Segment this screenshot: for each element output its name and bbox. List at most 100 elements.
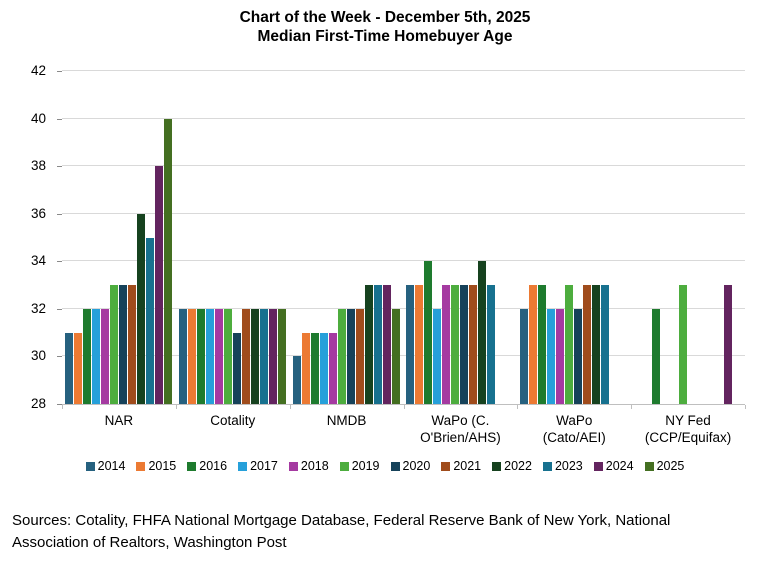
legend-swatch	[136, 461, 146, 471]
bar-2017	[319, 332, 328, 404]
legend-label: 2024	[605, 459, 634, 473]
bar-2023	[145, 237, 154, 404]
bar-2021	[469, 285, 478, 404]
x-axis-tick	[289, 405, 291, 409]
bar-2023	[487, 285, 496, 404]
x-axis-category-label-line: WaPo (C.	[431, 413, 490, 428]
x-axis-category-label-line: NAR	[104, 413, 134, 428]
bar-2019	[337, 308, 346, 404]
chart-title: Chart of the Week - December 5th, 2025 M…	[0, 8, 770, 46]
bar-2017	[91, 308, 100, 404]
gridline	[62, 70, 745, 71]
bar-2024	[268, 308, 277, 404]
bar-2024	[382, 285, 391, 404]
legend-item-2015: 2015	[136, 459, 176, 473]
legend-item-2016: 2016	[187, 459, 227, 473]
y-axis-tick-label: 32	[30, 300, 46, 316]
legend-swatch	[390, 461, 400, 471]
legend-swatch	[492, 461, 502, 471]
legend-swatch	[441, 461, 451, 471]
bar-2014	[520, 308, 529, 404]
bar-2017	[433, 308, 442, 404]
x-axis-tick	[517, 405, 519, 409]
gridline	[62, 355, 745, 357]
bar-2019	[565, 285, 574, 404]
bar-2023	[373, 285, 382, 404]
chart-title-line2: Median First-Time Homebuyer Age	[257, 28, 513, 45]
bar-2022	[364, 285, 373, 404]
y-axis-tick	[57, 213, 62, 215]
y-axis-tick-label: 28	[30, 396, 46, 411]
legend-item-2018: 2018	[288, 459, 329, 473]
bar-2020	[460, 285, 469, 404]
bar-2022	[478, 261, 487, 404]
y-axis-tick-label: 42	[30, 63, 46, 78]
bar-2020	[232, 332, 241, 404]
bar-2018	[328, 332, 337, 404]
sources-text: Sources: Cotality, FHFA National Mortgag…	[12, 512, 671, 551]
x-axis-category-label-line: NY Fed	[665, 413, 711, 428]
bar-2017	[547, 308, 556, 404]
bar-2021	[355, 308, 364, 404]
bar-2022	[592, 285, 601, 404]
legend-label: 2025	[656, 459, 685, 473]
legend-label: 2021	[453, 459, 482, 473]
y-axis-tick	[57, 356, 62, 358]
bar-2015	[415, 285, 424, 404]
gridline	[62, 307, 745, 309]
legend-item-2017: 2017	[238, 459, 278, 473]
bar-2018	[100, 308, 109, 404]
bar-2018	[214, 308, 223, 404]
y-axis-tick	[57, 404, 62, 405]
y-axis-tick	[57, 166, 62, 168]
legend-swatch	[542, 461, 552, 471]
legend-item-2024: 2024	[593, 459, 634, 473]
bar-2020	[118, 285, 127, 404]
bar-2025	[277, 308, 286, 404]
legend-item-2021: 2021	[441, 459, 481, 473]
bar-2023	[259, 308, 268, 404]
bar-2024	[724, 285, 733, 404]
y-axis-tick-label: 38	[30, 158, 46, 174]
legend-swatch	[593, 461, 603, 471]
x-axis-category-label-line: (Cato/AEI)	[542, 430, 606, 445]
x-axis-tick	[403, 405, 405, 409]
legend-label: 2023	[554, 459, 583, 473]
y-axis-tick-label: 30	[30, 348, 46, 364]
x-axis-category-label: Cotality	[156, 412, 310, 429]
bar-2016	[652, 308, 661, 404]
bar-2025	[391, 308, 400, 404]
x-axis-category-label-line: NMDB	[326, 413, 367, 428]
legend-swatch	[339, 461, 349, 471]
legend-label: 2015	[148, 459, 177, 473]
bar-2014	[64, 332, 73, 404]
bar-2015	[529, 285, 538, 404]
x-axis-category-label: NAR	[42, 412, 196, 429]
y-axis-tick-label: 40	[30, 110, 46, 126]
bar-2022	[250, 308, 259, 404]
bar-2021	[127, 285, 136, 404]
bar-2016	[82, 308, 91, 404]
legend: 2014 2015 2016 2017 2018 2019 2020 2021 2022 2023…	[0, 459, 770, 473]
x-axis-category-label-line: WaPo	[556, 413, 593, 428]
bar-2022	[136, 213, 145, 404]
x-axis-category-label: NMDB	[270, 412, 424, 429]
bar-2019	[451, 285, 460, 404]
gridline	[62, 260, 745, 262]
bar-2020	[346, 308, 355, 404]
x-axis-tick	[631, 405, 633, 409]
x-axis-tick	[62, 405, 63, 409]
bar-2018	[442, 285, 451, 404]
bar-2014	[292, 356, 301, 404]
bar-2021	[241, 308, 250, 404]
gridline	[62, 165, 745, 167]
bar-2014	[406, 285, 415, 404]
legend-label: 2014	[97, 459, 126, 473]
legend-label: 2016	[199, 459, 228, 473]
x-axis-category-label-line: (CCP/Equifax)	[644, 430, 732, 445]
legend-label: 2018	[300, 459, 329, 473]
legend-label: 2022	[504, 459, 532, 473]
bar-2019	[679, 285, 688, 404]
legend-label: 2020	[402, 459, 431, 473]
